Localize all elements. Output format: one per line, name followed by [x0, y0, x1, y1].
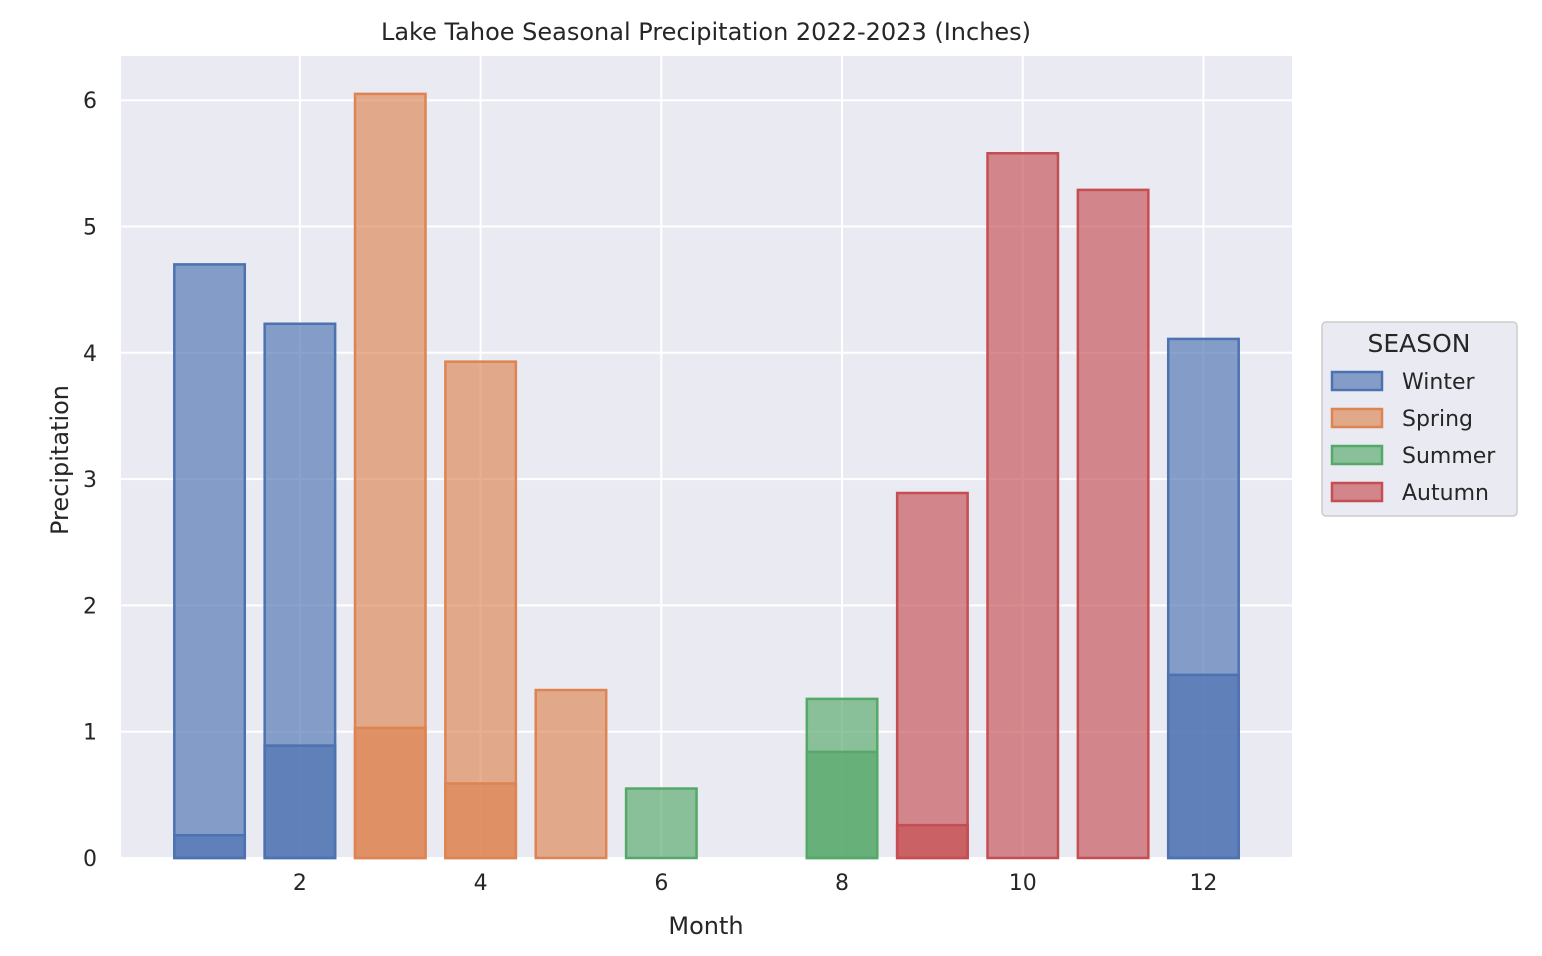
- y-axis-label: Precipitation: [46, 385, 74, 535]
- x-axis-label: Month: [668, 912, 743, 940]
- bar-summer-month-6-0: [624, 787, 698, 860]
- legend-frame: [1321, 321, 1518, 517]
- bar-layer: [173, 92, 1240, 860]
- legend-label-winter: Winter: [1402, 370, 1475, 395]
- bar-summer-month-8-2: [805, 750, 879, 860]
- legend-swatch-autumn: [1330, 481, 1384, 503]
- bar-winter-month-12-5: [1166, 673, 1240, 860]
- y-tick-label-6: 6: [83, 89, 97, 114]
- y-tick-label-3: 3: [83, 468, 97, 493]
- y-tick-label-1: 1: [83, 721, 97, 746]
- legend-label-spring: Spring: [1402, 407, 1473, 432]
- x-tick-label-10: 10: [1009, 871, 1037, 896]
- bar-autumn-month-9-1: [895, 823, 969, 860]
- legend-label-autumn: Autumn: [1402, 481, 1489, 506]
- x-tick-label-2: 2: [293, 871, 307, 896]
- y-tick-label-5: 5: [83, 216, 97, 241]
- x-tick-label-8: 8: [835, 871, 849, 896]
- legend-swatch-spring: [1330, 407, 1384, 429]
- legend: SEASON Winter Spring Summer Autumn: [1321, 321, 1518, 517]
- bar-spring-month-4-3: [444, 782, 518, 860]
- bar-spring-month-3-1: [353, 726, 427, 860]
- legend-label-summer: Summer: [1402, 444, 1496, 469]
- bar-autumn-month-10-2: [986, 152, 1060, 860]
- bar-winter-month-2-3: [263, 744, 337, 860]
- bar-winter-month-1-0: [173, 263, 247, 860]
- legend-title: SEASON: [1367, 329, 1470, 358]
- bar-autumn-month-9-0: [895, 491, 969, 860]
- legend-swatch-summer: [1330, 444, 1384, 466]
- y-tick-label-4: 4: [83, 342, 97, 367]
- legend-swatch-winter: [1330, 370, 1384, 392]
- bar-autumn-month-11-3: [1076, 188, 1150, 860]
- bar-spring-month-4-2: [444, 360, 518, 860]
- x-tick-label-12: 12: [1189, 871, 1217, 896]
- chart-title: Lake Tahoe Seasonal Precipitation 2022-2…: [381, 18, 1031, 46]
- y-tick-label-0: 0: [83, 847, 97, 872]
- y-tick-label-2: 2: [83, 594, 97, 619]
- x-tick-label-6: 6: [654, 871, 668, 896]
- legend-items: Winter Spring Summer Autumn: [1330, 370, 1496, 506]
- x-tick-label-4: 4: [474, 871, 488, 896]
- bar-winter-month-1-1: [173, 834, 247, 860]
- bar-spring-month-5-4: [534, 688, 608, 860]
